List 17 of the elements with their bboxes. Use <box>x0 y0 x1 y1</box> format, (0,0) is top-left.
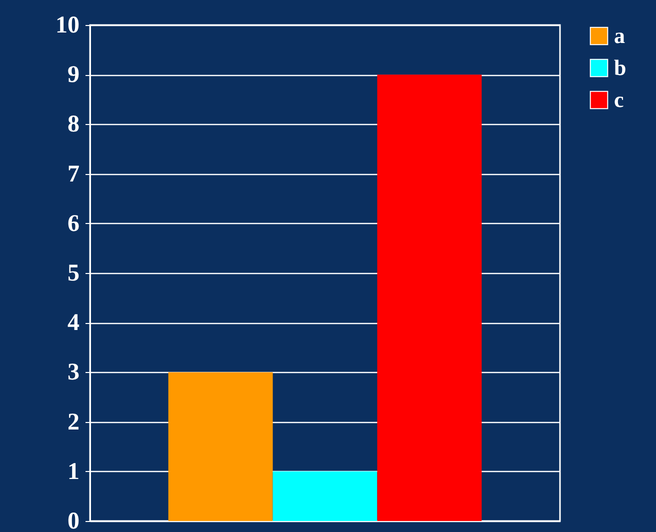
legend-label: a <box>614 23 625 48</box>
y-tick-label: 6 <box>68 210 80 237</box>
y-tick-label: 0 <box>68 508 80 532</box>
bar <box>168 372 273 521</box>
y-tick-label: 7 <box>68 161 80 188</box>
y-tick-label: 3 <box>68 360 80 386</box>
y-tick-label: 10 <box>56 12 80 38</box>
bar <box>377 74 482 521</box>
y-tick-label: 1 <box>68 458 80 485</box>
y-tick-label: 8 <box>68 112 80 138</box>
legend-label: b <box>614 55 626 80</box>
bar <box>272 471 378 521</box>
legend-label: c <box>614 87 624 112</box>
y-tick-label: 9 <box>68 62 80 88</box>
y-tick-label: 5 <box>68 260 80 286</box>
y-tick-label: 4 <box>68 310 80 336</box>
y-tick-label: 2 <box>68 409 80 436</box>
